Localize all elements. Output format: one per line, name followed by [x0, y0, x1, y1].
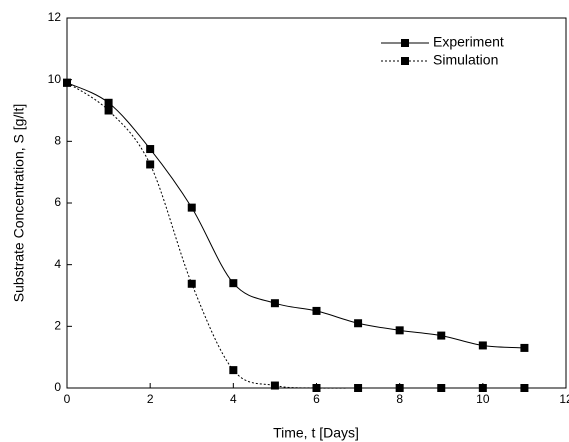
- data-point: [187, 279, 196, 288]
- y-tick-label: 2: [54, 319, 61, 333]
- legend-label: Experiment: [433, 34, 504, 50]
- y-tick-label: 12: [48, 10, 62, 24]
- plot-frame: [66, 17, 567, 389]
- y-tick-label: 0: [54, 380, 61, 394]
- y-axis-label: Substrate Concentration, S [g/lt]: [11, 104, 27, 302]
- data-point: [187, 203, 196, 212]
- data-point: [395, 326, 404, 335]
- data-point: [104, 106, 113, 115]
- data-point: [146, 160, 155, 169]
- data-point: [437, 331, 446, 340]
- x-tick-label: 8: [396, 392, 403, 406]
- data-point: [270, 299, 279, 308]
- data-point: [104, 98, 113, 107]
- data-point: [229, 279, 238, 288]
- data-point: [354, 319, 363, 328]
- legend-label: Simulation: [433, 52, 498, 68]
- data-point: [63, 78, 71, 87]
- data-point: [395, 384, 404, 392]
- data-point: [437, 384, 446, 392]
- series-line: [66, 82, 525, 389]
- data-point: [520, 343, 529, 352]
- data-point: [478, 384, 487, 392]
- y-tick-label: 10: [48, 72, 62, 86]
- legend-marker: [401, 39, 409, 47]
- x-tick-label: 12: [559, 392, 569, 406]
- legend-marker: [401, 57, 409, 65]
- data-point: [229, 366, 238, 375]
- x-axis-label: Time, t [Days]: [273, 425, 359, 441]
- data-point: [312, 306, 321, 315]
- data-point: [270, 381, 279, 390]
- data-point: [478, 341, 487, 350]
- x-tick-label: 10: [476, 392, 490, 406]
- y-tick-label: 8: [54, 134, 61, 148]
- data-point: [354, 384, 363, 392]
- data-point: [312, 384, 321, 392]
- data-point: [520, 384, 529, 392]
- y-tick-label: 6: [54, 195, 61, 209]
- x-tick-label: 4: [230, 392, 237, 406]
- data-point: [146, 145, 155, 154]
- y-tick-label: 4: [54, 257, 61, 271]
- x-tick-label: 6: [313, 392, 320, 406]
- x-tick-label: 0: [64, 392, 71, 406]
- series-line: [66, 82, 525, 349]
- x-tick-label: 2: [147, 392, 154, 406]
